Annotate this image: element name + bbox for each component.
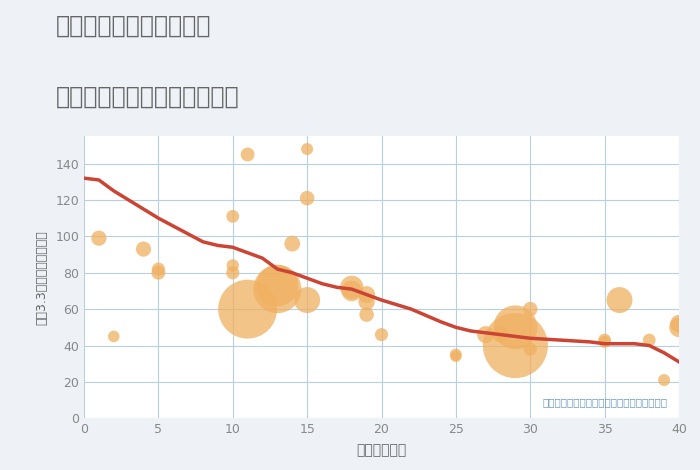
Point: [227, 262, 238, 269]
Point: [510, 342, 521, 349]
Point: [138, 245, 149, 253]
Point: [302, 296, 313, 304]
Point: [673, 323, 685, 331]
Point: [599, 337, 610, 344]
Point: [227, 269, 238, 276]
Point: [242, 306, 253, 313]
Point: [480, 331, 491, 338]
Point: [376, 331, 387, 338]
Y-axis label: 坪（3.3㎡）単価（万円）: 坪（3.3㎡）単価（万円）: [35, 230, 48, 325]
Point: [272, 282, 283, 289]
Point: [599, 338, 610, 345]
Point: [673, 320, 685, 328]
Point: [302, 145, 313, 153]
Point: [346, 287, 357, 295]
Point: [659, 376, 670, 384]
Point: [525, 345, 536, 353]
Point: [644, 337, 655, 344]
Text: 奈良県奈良市鶴舞西町の: 奈良県奈良市鶴舞西町の: [56, 14, 211, 38]
Point: [495, 331, 506, 338]
Point: [227, 212, 238, 220]
Point: [346, 283, 357, 291]
Point: [153, 269, 164, 276]
Point: [302, 195, 313, 202]
Point: [93, 235, 104, 242]
Point: [108, 333, 119, 340]
X-axis label: 築年数（年）: 築年数（年）: [356, 443, 407, 457]
Point: [361, 311, 372, 318]
Point: [614, 296, 625, 304]
Point: [361, 291, 372, 298]
Point: [153, 266, 164, 273]
Point: [242, 151, 253, 158]
Point: [287, 240, 298, 247]
Point: [361, 298, 372, 306]
Point: [510, 323, 521, 331]
Point: [272, 285, 283, 293]
Text: 円の大きさは、取引のあった物件面積を示す: 円の大きさは、取引のあった物件面積を示す: [542, 397, 667, 407]
Point: [450, 352, 461, 360]
Text: 築年数別中古マンション価格: 築年数別中古マンション価格: [56, 85, 239, 109]
Point: [525, 306, 536, 313]
Point: [450, 351, 461, 359]
